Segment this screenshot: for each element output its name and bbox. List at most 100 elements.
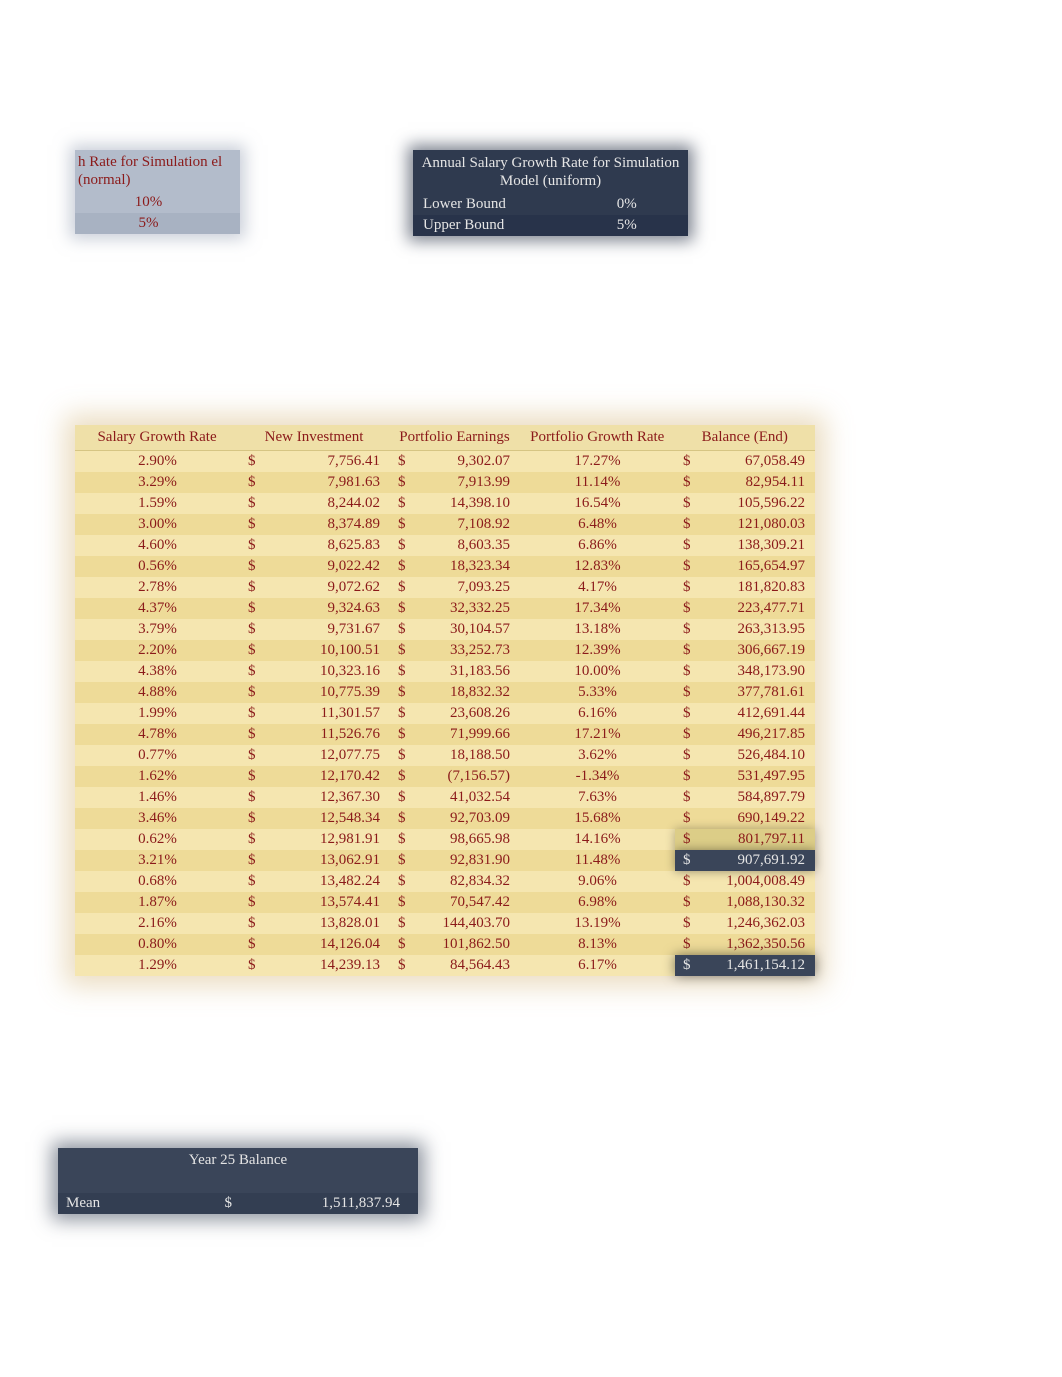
cell-balance-end: $67,058.49	[675, 451, 815, 472]
balance-end-value: 377,781.61	[738, 684, 812, 701]
cell-balance-end: $306,667.19	[675, 640, 815, 661]
dollar-sign-icon: $	[394, 789, 406, 806]
portfolio-earnings-value: 144,403.70	[443, 915, 517, 932]
dollar-sign-icon: $	[679, 789, 691, 806]
cell-portfolio-growth-rate: 10.00%	[520, 661, 675, 682]
dollar-sign-icon: $	[394, 537, 406, 554]
cell-new-investment: $12,077.75	[240, 745, 390, 766]
cell-portfolio-growth-rate: 12.39%	[520, 640, 675, 661]
cell-portfolio-earnings: $7,913.99	[390, 472, 520, 493]
balance-end-value: 348,173.90	[738, 663, 812, 680]
dollar-sign-icon: $	[679, 474, 691, 491]
cell-salary-growth-rate: 0.80%	[75, 934, 240, 955]
dollar-sign-icon: $	[244, 516, 256, 533]
cell-new-investment: $12,170.42	[240, 766, 390, 787]
cell-portfolio-growth-rate: 4.17%	[520, 577, 675, 598]
portfolio-earnings-value: 7,093.25	[458, 579, 517, 596]
table-row: 2.20%$10,100.51$33,252.7312.39%$306,667.…	[75, 640, 815, 661]
cell-portfolio-earnings: $31,183.56	[390, 661, 520, 682]
dollar-sign-icon: $	[244, 642, 256, 659]
dollar-sign-icon: $	[394, 810, 406, 827]
cell-balance-end: $690,149.22	[675, 808, 815, 829]
new-investment-value: 13,574.41	[320, 894, 386, 911]
portfolio-earnings-value: 98,665.98	[450, 831, 516, 848]
table-row: 4.37%$9,324.63$32,332.2517.34%$223,477.7…	[75, 598, 815, 619]
cell-portfolio-growth-rate: 3.62%	[520, 745, 675, 766]
cell-new-investment: $13,828.01	[240, 913, 390, 934]
dollar-sign-icon: $	[394, 600, 406, 617]
cell-portfolio-growth-rate: 6.16%	[520, 703, 675, 724]
portfolio-earnings-value: 71,999.66	[450, 726, 516, 743]
table-row: 1.99%$11,301.57$23,608.266.16%$412,691.4…	[75, 703, 815, 724]
dollar-sign-icon: $	[244, 873, 256, 890]
dollar-sign-icon: $	[679, 726, 691, 743]
portfolio-earnings-value: 92,831.90	[450, 852, 516, 869]
table-row: 0.80%$14,126.04$101,862.508.13%$1,362,35…	[75, 934, 815, 955]
summary-mean-row: Mean $ 1,511,837.94	[58, 1193, 418, 1214]
balance-end-value: 1,362,350.56	[726, 936, 811, 953]
normal-box-value-2: 5%	[75, 213, 240, 234]
lower-bound-label: Lower Bound	[413, 194, 566, 215]
dollar-sign-icon: $	[244, 957, 256, 974]
cell-balance-end: $223,477.71	[675, 598, 815, 619]
upper-bound-label: Upper Bound	[413, 215, 566, 236]
cell-portfolio-earnings: $23,608.26	[390, 703, 520, 724]
cell-salary-growth-rate: 3.29%	[75, 472, 240, 493]
cell-new-investment: $10,100.51	[240, 640, 390, 661]
cell-salary-growth-rate: 2.90%	[75, 451, 240, 472]
new-investment-value: 13,828.01	[320, 915, 386, 932]
new-investment-value: 12,170.42	[320, 768, 386, 785]
dollar-sign-icon: $	[394, 642, 406, 659]
cell-salary-growth-rate: 0.77%	[75, 745, 240, 766]
cell-salary-growth-rate: 4.37%	[75, 598, 240, 619]
cell-balance-end: $181,820.83	[675, 577, 815, 598]
cell-salary-growth-rate: 4.88%	[75, 682, 240, 703]
cell-salary-growth-rate: 0.68%	[75, 871, 240, 892]
cell-salary-growth-rate: 1.87%	[75, 892, 240, 913]
balance-end-value: 82,954.11	[746, 474, 811, 491]
table-row: 1.46%$12,367.30$41,032.547.63%$584,897.7…	[75, 787, 815, 808]
cell-new-investment: $12,981.91	[240, 829, 390, 850]
new-investment-value: 12,981.91	[320, 831, 386, 848]
cell-new-investment: $13,574.41	[240, 892, 390, 913]
dollar-sign-icon: $	[244, 936, 256, 953]
cell-portfolio-growth-rate: -1.34%	[520, 766, 675, 787]
dollar-sign-icon: $	[679, 957, 691, 974]
dollar-sign-icon: $	[679, 516, 691, 533]
simulation-table: Salary Growth Rate New Investment Portfo…	[75, 425, 815, 976]
cell-new-investment: $10,323.16	[240, 661, 390, 682]
cell-portfolio-earnings: $71,999.66	[390, 724, 520, 745]
dollar-sign-icon: $	[679, 852, 691, 869]
balance-end-value: 223,477.71	[738, 600, 812, 617]
portfolio-earnings-value: 23,608.26	[450, 705, 516, 722]
cell-portfolio-growth-rate: 6.17%	[520, 955, 675, 976]
dollar-sign-icon: $	[679, 747, 691, 764]
cell-new-investment: $9,731.67	[240, 619, 390, 640]
dollar-sign-icon: $	[679, 768, 691, 785]
cell-new-investment: $11,526.76	[240, 724, 390, 745]
table-row: 4.78%$11,526.76$71,999.6617.21%$496,217.…	[75, 724, 815, 745]
cell-portfolio-earnings: $(7,156.57)	[390, 766, 520, 787]
balance-end-value: 263,313.95	[738, 621, 812, 638]
dollar-sign-icon: $	[394, 516, 406, 533]
cell-portfolio-earnings: $18,832.32	[390, 682, 520, 703]
cell-portfolio-earnings: $84,564.43	[390, 955, 520, 976]
summary-gap	[58, 1173, 418, 1193]
dollar-sign-icon: $	[679, 453, 691, 470]
table-row: 1.62%$12,170.42$(7,156.57)-1.34%$531,497…	[75, 766, 815, 787]
uniform-box-title: Annual Salary Growth Rate for Simulation…	[413, 150, 688, 194]
dollar-sign-icon: $	[244, 579, 256, 596]
cell-balance-end: $1,088,130.32	[675, 892, 815, 913]
cell-balance-end: $526,484.10	[675, 745, 815, 766]
col-salary-growth-rate: Salary Growth Rate	[75, 425, 239, 450]
cell-salary-growth-rate: 1.59%	[75, 493, 240, 514]
portfolio-earnings-value: 18,323.34	[450, 558, 516, 575]
new-investment-value: 9,072.62	[328, 579, 387, 596]
cell-portfolio-earnings: $7,108.92	[390, 514, 520, 535]
dollar-sign-icon: $	[679, 663, 691, 680]
cell-portfolio-growth-rate: 17.21%	[520, 724, 675, 745]
cell-balance-end: $907,691.92	[675, 850, 815, 871]
cell-portfolio-growth-rate: 12.83%	[520, 556, 675, 577]
table-row: 1.29%$14,239.13$84,564.436.17%$1,461,154…	[75, 955, 815, 976]
dollar-sign-icon: $	[244, 495, 256, 512]
